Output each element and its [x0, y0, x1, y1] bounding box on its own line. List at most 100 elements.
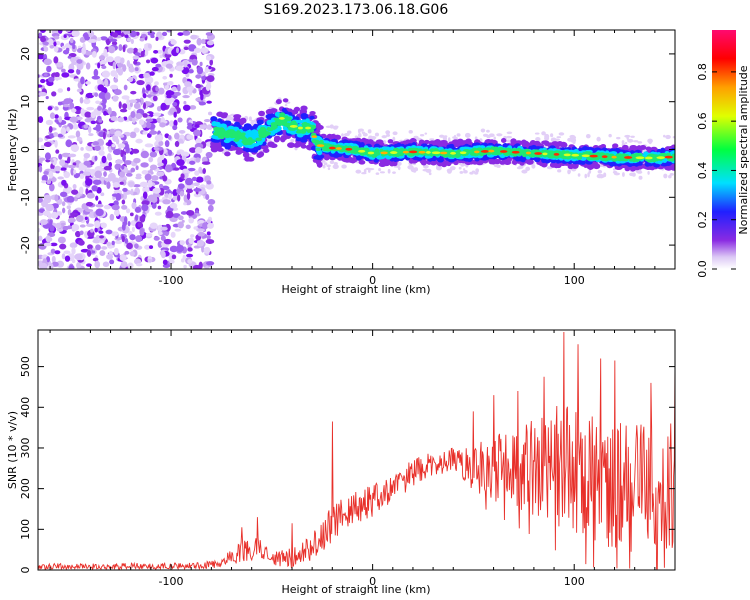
noise-blob	[47, 106, 53, 111]
noise-blob	[142, 93, 147, 99]
signal-band-blob	[274, 111, 281, 117]
signal-band-blob	[269, 143, 278, 148]
noise-blob	[56, 63, 63, 68]
signal-band-blob	[295, 137, 302, 142]
noise-blob	[179, 240, 185, 246]
faint-halo-blob	[326, 164, 331, 168]
noise-blob	[76, 261, 82, 269]
faint-halo-blob	[631, 172, 636, 177]
noise-blob	[135, 165, 139, 171]
faint-halo-blob	[248, 116, 252, 122]
noise-blob	[153, 49, 159, 54]
noise-blob	[175, 47, 180, 54]
noise-blob	[111, 204, 120, 211]
noise-blob	[124, 238, 129, 244]
noise-blob	[144, 244, 151, 250]
noise-blob	[69, 212, 79, 216]
noise-blob	[104, 177, 114, 182]
noise-blob	[202, 167, 206, 174]
noise-blob	[160, 235, 166, 241]
noise-blob	[139, 228, 145, 236]
noise-blob	[61, 72, 70, 78]
noise-blob	[163, 238, 172, 245]
noise-blob	[194, 124, 200, 128]
faint-halo-blob	[427, 168, 431, 173]
noise-blob	[103, 165, 112, 171]
noise-blob	[72, 183, 77, 190]
faint-halo-blob	[672, 136, 675, 139]
noise-blob	[109, 128, 116, 135]
noise-blob	[189, 160, 196, 165]
noise-blob	[199, 61, 203, 67]
noise-blob	[91, 250, 96, 254]
faint-halo-blob	[585, 133, 591, 139]
noise-blob	[129, 131, 137, 139]
noise-blob	[183, 39, 191, 44]
noise-blob	[186, 86, 192, 92]
faint-halo-blob	[414, 167, 419, 172]
noise-blob	[115, 193, 122, 201]
noise-blob	[99, 240, 105, 244]
faint-halo-blob	[392, 131, 398, 136]
noise-blob	[194, 146, 203, 154]
noise-blob	[83, 124, 89, 129]
noise-blob	[162, 75, 168, 80]
noise-blob	[152, 187, 161, 194]
noise-blob	[114, 56, 122, 64]
noise-blob	[112, 148, 122, 156]
noise-blob	[170, 39, 177, 45]
noise-blob	[134, 214, 139, 222]
noise-blob	[87, 244, 93, 250]
noise-blob	[133, 258, 142, 265]
noise-blob	[152, 95, 158, 102]
noise-blob	[140, 162, 149, 168]
noise-blob	[124, 34, 129, 38]
faint-halo-blob	[663, 134, 666, 138]
noise-blob	[84, 216, 88, 221]
faint-halo-blob	[459, 171, 464, 174]
noise-blob	[49, 112, 56, 119]
faint-halo-blob	[332, 125, 338, 130]
noise-blob	[118, 101, 122, 109]
faint-halo-blob	[438, 165, 442, 171]
faint-halo-blob	[407, 164, 414, 170]
faint-halo-blob	[464, 132, 471, 138]
faint-halo-blob	[358, 128, 364, 132]
noise-blob	[123, 84, 128, 91]
noise-blob	[48, 183, 55, 192]
noise-blob	[205, 32, 213, 36]
noise-blob	[145, 232, 153, 237]
faint-halo-blob	[462, 168, 466, 171]
faint-halo-blob	[323, 162, 328, 166]
signal-band-blob	[434, 141, 441, 146]
noise-blob	[142, 186, 150, 194]
noise-blob	[155, 36, 159, 41]
noise-blob	[185, 224, 191, 230]
faint-halo-blob	[647, 138, 653, 144]
noise-blob	[140, 33, 147, 38]
noise-blob	[129, 234, 136, 241]
noise-blob	[128, 99, 138, 103]
noise-blob	[173, 111, 177, 118]
faint-halo-blob	[361, 131, 366, 135]
faint-halo-blob	[374, 132, 380, 137]
noise-blob	[100, 36, 108, 41]
noise-blob	[167, 135, 172, 141]
noise-blob	[91, 51, 97, 58]
faint-halo-blob	[505, 135, 512, 139]
noise-blob	[147, 258, 153, 263]
noise-blob	[121, 223, 126, 231]
noise-blob	[206, 231, 211, 236]
noise-blob	[44, 152, 51, 160]
noise-blob	[109, 38, 118, 42]
noise-blob	[193, 192, 202, 198]
noise-blob	[190, 34, 198, 40]
noise-blob	[63, 98, 72, 105]
noise-blob	[92, 141, 100, 146]
noise-blob	[111, 240, 115, 246]
noise-blob	[46, 65, 52, 73]
signal-band-blob	[510, 138, 517, 144]
noise-blob	[69, 116, 78, 123]
noise-blob	[38, 137, 44, 143]
noise-blob	[192, 264, 201, 269]
